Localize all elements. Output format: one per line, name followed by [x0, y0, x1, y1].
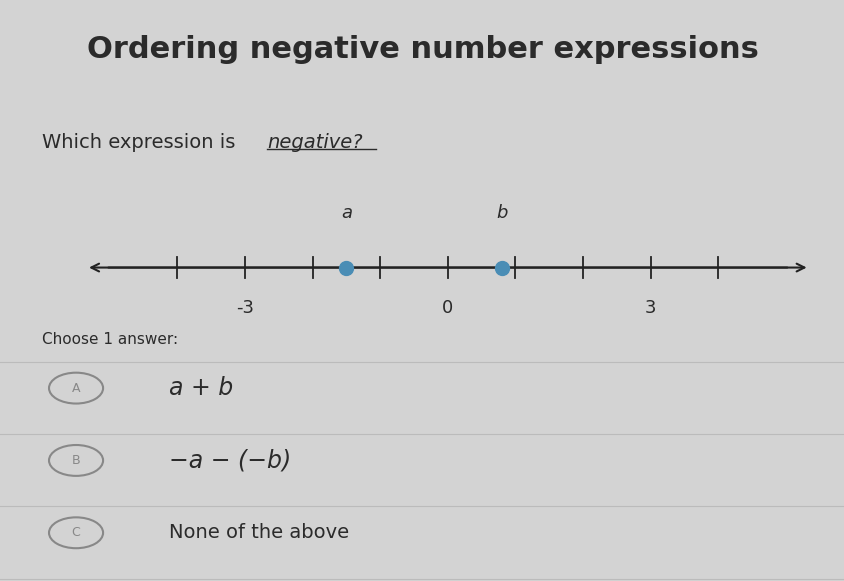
Text: Ordering negative number expressions: Ordering negative number expressions: [86, 35, 758, 64]
Text: $a$: $a$: [340, 204, 352, 222]
Text: A: A: [72, 382, 80, 394]
Text: B: B: [72, 454, 80, 467]
Text: -3: -3: [235, 299, 254, 317]
Text: C: C: [72, 526, 80, 539]
Text: a + b: a + b: [169, 376, 233, 400]
Text: Choose 1 answer:: Choose 1 answer:: [42, 332, 178, 347]
Text: 0: 0: [441, 299, 453, 317]
Text: −a − (−b): −a − (−b): [169, 449, 291, 472]
Text: negative?: negative?: [267, 132, 362, 152]
Text: 3: 3: [644, 299, 656, 317]
Text: $b$: $b$: [495, 204, 507, 222]
Text: Which expression is: Which expression is: [42, 132, 241, 152]
Text: None of the above: None of the above: [169, 523, 349, 542]
